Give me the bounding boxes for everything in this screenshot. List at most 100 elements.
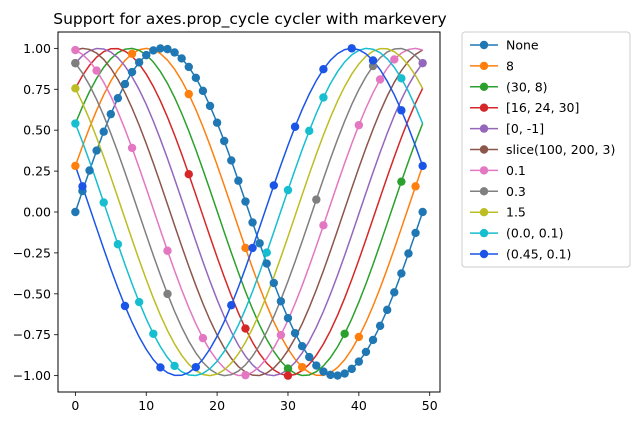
legend-marker-8 <box>479 208 489 217</box>
series-10-marker-17 <box>191 362 201 372</box>
series-6-marker-43 <box>375 75 385 84</box>
series-10-marker-22 <box>227 301 236 310</box>
series-0-marker-9 <box>134 58 144 67</box>
series-0-marker-30 <box>283 313 293 323</box>
series-3-marker-24 <box>241 324 250 333</box>
series-0-marker-39 <box>347 364 356 374</box>
series-9-marker-0 <box>71 119 80 128</box>
legend-label-6: 0.1 <box>506 163 526 178</box>
legend-marker-9 <box>479 228 489 238</box>
legend-marker-5 <box>479 145 489 154</box>
legend: None 8 (30, 8) [16, 24, 30] [0, -1] slice(100… <box>461 31 631 268</box>
series-6-marker-29 <box>276 330 286 340</box>
series-0-marker-8 <box>127 67 137 77</box>
series-0-marker-19 <box>205 101 215 111</box>
series-9-marker-9 <box>134 297 144 307</box>
series-3-marker-16 <box>184 169 193 179</box>
series-0-marker-42 <box>368 335 378 345</box>
series-0-marker-4 <box>99 127 108 136</box>
series-6-marker-24 <box>241 370 250 380</box>
series-line-9 <box>74 47 424 377</box>
series-0-marker-28 <box>269 278 279 288</box>
x-axis: 0 10 20 30 40 50 <box>71 392 438 413</box>
legend-label-2: (30, 8) <box>506 79 548 94</box>
series-lines <box>74 47 424 377</box>
legend-entry-2: (30, 8) <box>470 79 548 94</box>
legend-marker-7 <box>479 187 489 196</box>
series-0-marker-45 <box>390 288 399 297</box>
legend-entries: None 8 (30, 8) [16, 24, 30] [0, -1] slice(100… <box>470 38 615 262</box>
series-line-8 <box>74 47 424 377</box>
series-0-marker-33 <box>305 352 314 362</box>
legend-label-5: slice(100, 200, 3) <box>506 142 615 157</box>
series-9-marker-35 <box>319 93 328 102</box>
y-tick-label-5: 0.25 <box>23 164 51 179</box>
series-10-marker-1 <box>78 182 87 191</box>
series-10-marker-7 <box>120 301 130 311</box>
series-0-marker-38 <box>340 369 349 378</box>
series-0-marker-29 <box>276 297 286 306</box>
series-9-marker-11 <box>149 329 158 338</box>
series-0-marker-23 <box>234 176 243 185</box>
series-0-marker-13 <box>163 44 172 54</box>
series-3-marker-30 <box>283 371 293 380</box>
plot-area <box>57 31 441 393</box>
y-tick-label-3: −0.25 <box>13 245 51 260</box>
series-0-marker-49 <box>418 207 427 217</box>
series-2-marker-38 <box>340 329 349 338</box>
series-7-marker-0 <box>71 58 80 68</box>
series-0-marker-6 <box>113 93 123 103</box>
legend-entry-9: (0.0, 0.1) <box>470 226 563 241</box>
series-0-marker-21 <box>219 136 229 146</box>
series-6-marker-8 <box>127 143 137 153</box>
series-0-marker-7 <box>120 79 130 89</box>
series-9-marker-33 <box>305 126 314 136</box>
x-tick-label-3: 30 <box>280 398 296 413</box>
series-2-marker-30 <box>283 364 293 373</box>
y-tick-label-4: 0.00 <box>23 205 51 220</box>
legend-label-8: 1.5 <box>506 205 526 220</box>
legend-marker-0 <box>479 40 489 50</box>
series-0-marker-3 <box>92 146 101 155</box>
series-0-marker-36 <box>326 370 335 380</box>
series-0-marker-20 <box>212 118 222 127</box>
series-0-marker-40 <box>354 357 364 366</box>
series-6-marker-35 <box>319 221 328 230</box>
series-0-marker-35 <box>319 367 328 376</box>
series-0-marker-18 <box>198 86 208 96</box>
x-tick-label-2: 20 <box>209 398 225 413</box>
series-0-marker-15 <box>177 54 186 63</box>
series-0-marker-32 <box>297 342 307 351</box>
series-0-marker-0 <box>71 207 80 217</box>
legend-label-4: [0, -1] <box>506 121 544 136</box>
y-tick-label-7: 0.75 <box>23 82 51 97</box>
series-7-marker-34 <box>312 195 321 204</box>
series-0-marker-14 <box>170 48 179 57</box>
legend-entry-4: [0, -1] <box>470 121 544 136</box>
series-1-marker-16 <box>184 89 193 99</box>
y-axis: −1.00 −0.75 −0.50 −0.25 0.00 0.25 0.50 0.75 1.00 <box>13 41 58 383</box>
series-6-marker-45 <box>390 55 399 64</box>
legend-entry-10: (0.45, 0.1) <box>470 247 571 262</box>
series-0-marker-26 <box>255 239 264 248</box>
series-1-marker-32 <box>297 362 307 372</box>
series-10-marker-31 <box>290 122 300 131</box>
series-10-marker-49 <box>418 161 427 171</box>
legend-marker-1 <box>479 61 489 71</box>
series-1-marker-48 <box>411 182 420 191</box>
chart-title: Support for axes.prop_cycle cycler with … <box>53 10 446 29</box>
legend-entry-0: None <box>470 38 539 53</box>
y-tick-label-2: −0.50 <box>13 286 51 301</box>
series-8-marker-0 <box>71 84 80 93</box>
series-0-marker-10 <box>142 50 151 60</box>
series-0-marker-44 <box>383 305 392 315</box>
series-0-marker-5 <box>106 109 116 119</box>
legend-marker-6 <box>479 166 489 175</box>
series-6-marker-0 <box>71 45 80 55</box>
legend-entry-8: 1.5 <box>470 205 526 220</box>
series-9-marker-6 <box>113 240 123 249</box>
series-0-marker-47 <box>404 249 413 258</box>
x-tick-label-4: 40 <box>351 398 367 413</box>
series-10-marker-35 <box>319 64 328 74</box>
y-tick-label-6: 0.50 <box>23 123 51 138</box>
